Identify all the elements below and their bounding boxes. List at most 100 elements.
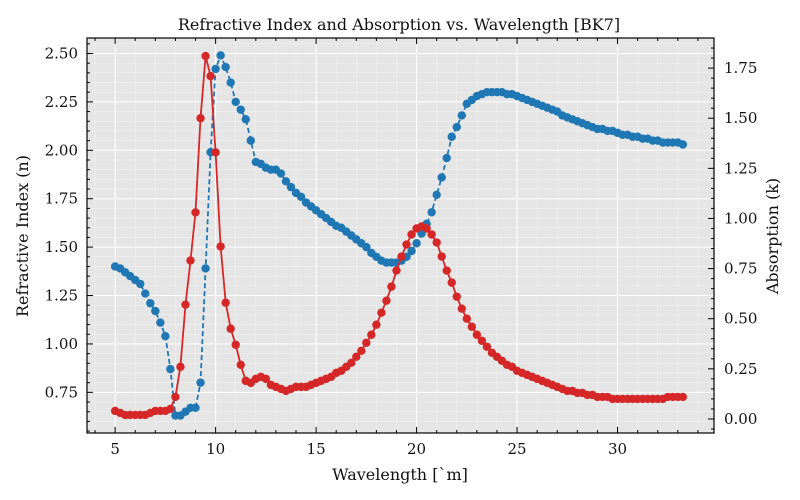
data-point <box>261 374 271 384</box>
data-point <box>387 282 396 291</box>
data-point <box>166 404 175 414</box>
data-point <box>372 320 381 329</box>
data-point <box>226 324 235 333</box>
x-tick-label: 20 <box>407 440 426 458</box>
data-point <box>166 364 175 374</box>
data-point <box>452 292 461 301</box>
data-point <box>412 239 421 248</box>
data-point <box>226 78 235 87</box>
data-point <box>472 330 482 339</box>
y-left-tick-label: 1.75 <box>45 190 78 208</box>
y-left-tick-label: 2.50 <box>45 44 78 62</box>
y-left-tick-label: 1.00 <box>45 335 78 353</box>
data-point <box>151 306 160 316</box>
chart-title: Refractive Index and Absorption vs. Wave… <box>178 15 620 34</box>
data-point <box>191 403 200 413</box>
y-right-tick-label: 1.50 <box>724 109 757 127</box>
data-point <box>221 62 230 72</box>
data-point <box>181 300 190 309</box>
data-point <box>427 230 436 239</box>
y-right-tick-label: 1.00 <box>724 209 757 227</box>
data-point <box>482 342 492 351</box>
data-point <box>236 105 245 114</box>
data-point <box>362 242 371 252</box>
data-point <box>392 266 401 275</box>
data-point <box>357 346 366 355</box>
data-point <box>678 140 688 149</box>
data-point <box>452 122 461 132</box>
data-point <box>462 314 472 323</box>
x-tick-label: 5 <box>110 440 120 458</box>
data-point <box>286 182 296 192</box>
y-axis-right-label: Absorption (k) <box>763 178 782 295</box>
data-point <box>196 114 205 123</box>
series-layer <box>110 51 688 420</box>
data-point <box>442 153 451 163</box>
y-axis-left-label: Refractive Index (n) <box>13 155 32 317</box>
data-point <box>367 330 376 339</box>
data-point <box>176 362 185 372</box>
data-point <box>442 266 451 275</box>
data-point <box>246 136 255 145</box>
y-right-tick-label: 0.00 <box>724 410 757 428</box>
data-point <box>231 340 240 349</box>
data-point <box>191 208 200 217</box>
series-2 <box>110 51 688 420</box>
data-point <box>432 190 441 200</box>
data-point <box>211 148 220 157</box>
data-point <box>407 230 416 239</box>
data-point <box>201 264 210 273</box>
data-point <box>146 299 155 308</box>
data-point <box>221 298 230 307</box>
data-point <box>161 331 170 341</box>
data-point <box>196 378 205 387</box>
grid <box>87 38 714 433</box>
data-point <box>447 132 456 141</box>
data-point <box>276 169 286 178</box>
x-tick-label: 10 <box>206 440 225 458</box>
data-point <box>422 224 431 233</box>
data-point <box>352 352 361 362</box>
data-point <box>437 173 446 182</box>
data-point <box>186 256 195 265</box>
data-point <box>437 252 446 261</box>
data-point <box>201 51 210 61</box>
x-tick-label: 30 <box>608 440 627 458</box>
data-point <box>457 111 466 120</box>
data-point <box>402 240 411 249</box>
x-tick-label: 25 <box>508 440 527 458</box>
y-right-tick-label: 1.75 <box>724 59 757 77</box>
data-point <box>296 192 306 201</box>
y-left-tick-label: 1.50 <box>45 238 78 256</box>
y-left-tick-label: 1.25 <box>45 287 78 305</box>
y-right-tick-label: 0.50 <box>724 310 757 328</box>
y-left-tick-label: 2.00 <box>45 141 78 159</box>
data-point <box>281 177 291 186</box>
data-point <box>382 296 391 305</box>
data-point <box>231 97 240 107</box>
data-point <box>216 51 225 60</box>
data-point <box>407 246 416 256</box>
data-point <box>457 304 466 313</box>
data-point <box>141 289 150 298</box>
data-point <box>362 338 371 347</box>
data-point <box>216 242 225 251</box>
data-point <box>211 64 220 74</box>
y-right-tick-label: 0.25 <box>724 360 757 378</box>
y-left-tick-label: 0.75 <box>45 383 78 401</box>
data-point <box>432 238 441 247</box>
data-point <box>136 279 145 289</box>
plot-frame <box>86 37 715 434</box>
y-right-tick-label: 0.75 <box>724 260 757 278</box>
data-point <box>427 208 436 217</box>
data-point <box>377 308 386 317</box>
x-tick-label: 15 <box>307 440 326 458</box>
axes: 5 10 15 20 25 30 0.75 1.00 1.25 1.50 1.75 2.00 2.25 2… <box>45 38 757 458</box>
data-point <box>206 71 215 81</box>
data-point <box>467 322 477 331</box>
data-point <box>397 252 406 261</box>
data-point <box>477 336 487 345</box>
data-point <box>241 115 250 124</box>
data-point <box>347 358 356 368</box>
